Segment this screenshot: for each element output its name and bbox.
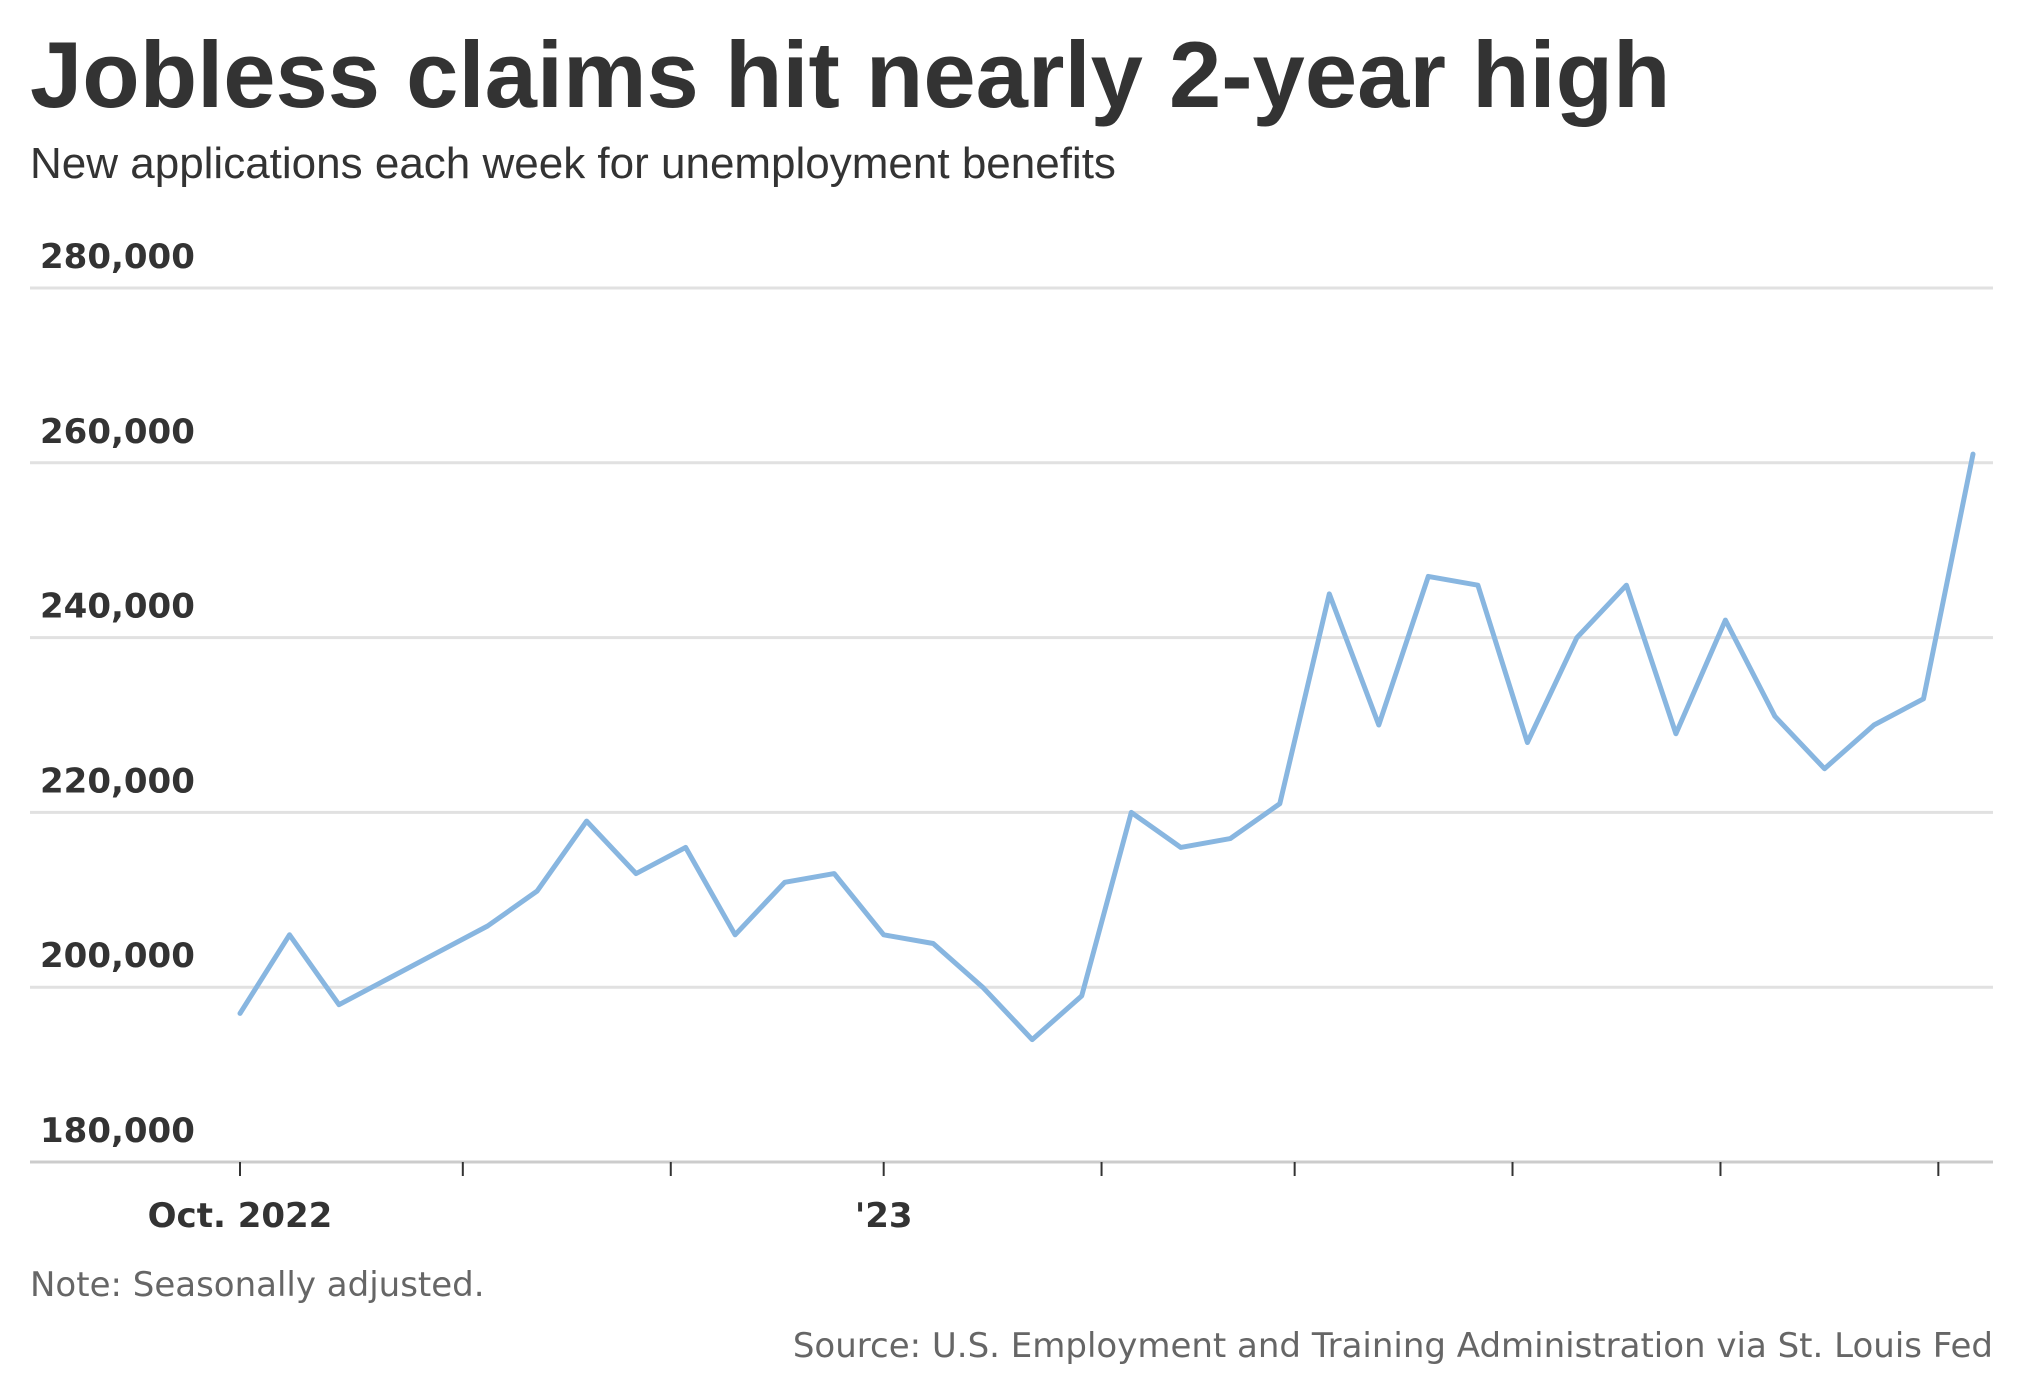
data-point — [831, 871, 837, 877]
chart-source: Source: U.S. Employment and Training Adm… — [792, 1326, 1993, 1366]
y-tick-label: 240,000 — [40, 587, 195, 627]
data-point — [782, 879, 788, 885]
data-point — [732, 932, 738, 938]
data-point — [534, 888, 540, 894]
data-point — [1079, 993, 1085, 999]
data-point — [1871, 722, 1877, 728]
data-point — [1673, 731, 1679, 737]
data-point — [1722, 617, 1728, 623]
chart-subtitle: New applications each week for unemploym… — [30, 139, 1116, 188]
x-tick-label: Oct. 2022 — [148, 1196, 333, 1236]
data-point — [1277, 801, 1283, 807]
data-point — [435, 949, 441, 955]
data-point — [1475, 582, 1481, 588]
chart-title: Jobless claims hit nearly 2-year high — [30, 22, 1671, 127]
data-point — [1623, 582, 1629, 588]
data-point — [683, 844, 689, 850]
chart-note: Note: Seasonally adjusted. — [30, 1265, 485, 1305]
data-point — [1128, 809, 1134, 815]
y-tick-label: 220,000 — [40, 761, 195, 801]
y-axis-tick-labels: 180,000 200,000 220,000 240,000 260,000 280,0… — [40, 237, 195, 1151]
x-tick-label: '23 — [855, 1196, 913, 1236]
x-axis-ticks: Oct. 2022 '23 — [148, 1162, 1940, 1236]
data-point — [881, 932, 887, 938]
data-point — [1920, 696, 1926, 702]
data-point — [1376, 722, 1382, 728]
series-layer — [237, 451, 1976, 1043]
data-point — [1425, 573, 1431, 579]
data-point — [336, 1002, 342, 1008]
data-point — [980, 984, 986, 990]
data-point — [237, 1010, 243, 1016]
y-tick-label: 260,000 — [40, 412, 195, 452]
data-point — [1178, 844, 1184, 850]
data-point — [584, 818, 590, 824]
data-point — [1970, 451, 1976, 457]
series-line — [237, 451, 1976, 1043]
data-point — [1326, 591, 1332, 597]
data-point — [1227, 836, 1233, 842]
data-point — [1574, 635, 1580, 641]
data-point — [1772, 713, 1778, 719]
gridlines — [30, 286, 1993, 989]
data-point — [1524, 739, 1530, 745]
data-point — [1821, 766, 1827, 772]
data-point — [485, 923, 491, 929]
data-point — [633, 871, 639, 877]
data-point — [930, 941, 936, 947]
y-tick-label: 200,000 — [40, 936, 195, 976]
y-tick-label: 280,000 — [40, 237, 195, 277]
data-point — [1029, 1037, 1035, 1043]
data-point — [287, 932, 293, 938]
y-tick-label: 180,000 — [40, 1111, 195, 1151]
data-point — [386, 975, 392, 981]
